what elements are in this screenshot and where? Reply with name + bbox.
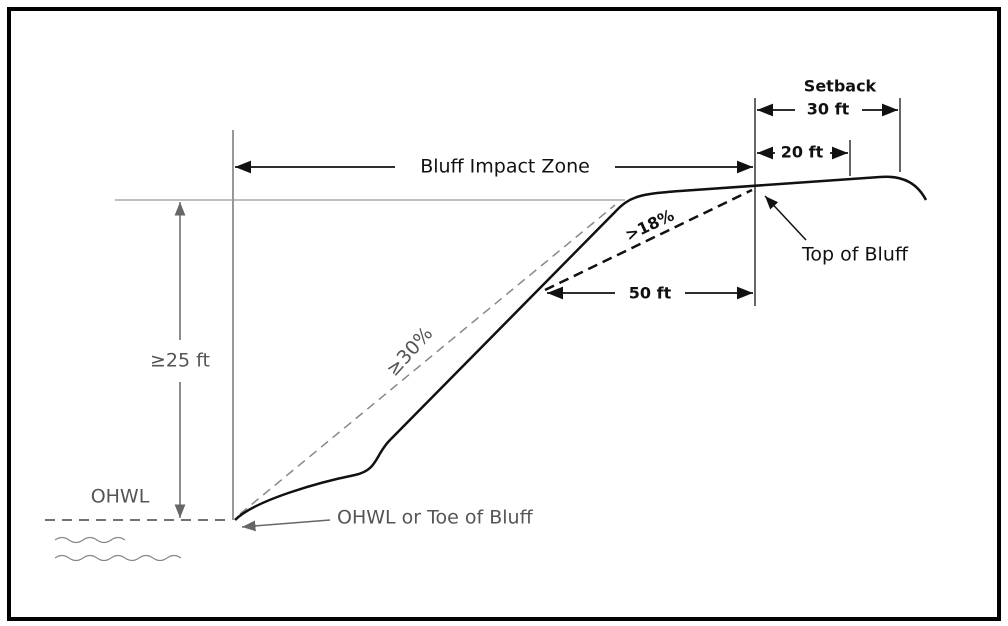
- frame: [7, 7, 1001, 621]
- ohwl-label: OHWL: [91, 486, 150, 508]
- setback-distance: 30 ft: [807, 100, 850, 119]
- horizontal-distance: 50 ft: [629, 284, 672, 303]
- impact-zone-label: Bluff Impact Zone: [420, 156, 590, 178]
- height-label: ≥25 ft: [150, 350, 210, 372]
- toe-label: OHWL or Toe of Bluff: [337, 507, 534, 529]
- lower-slope-label: ≥30%: [382, 323, 437, 381]
- setback-label: Setback: [804, 77, 877, 96]
- inner-distance: 20 ft: [781, 143, 824, 162]
- top-of-bluff-label: Top of Bluff: [801, 244, 909, 266]
- diagram-lines: [45, 98, 928, 562]
